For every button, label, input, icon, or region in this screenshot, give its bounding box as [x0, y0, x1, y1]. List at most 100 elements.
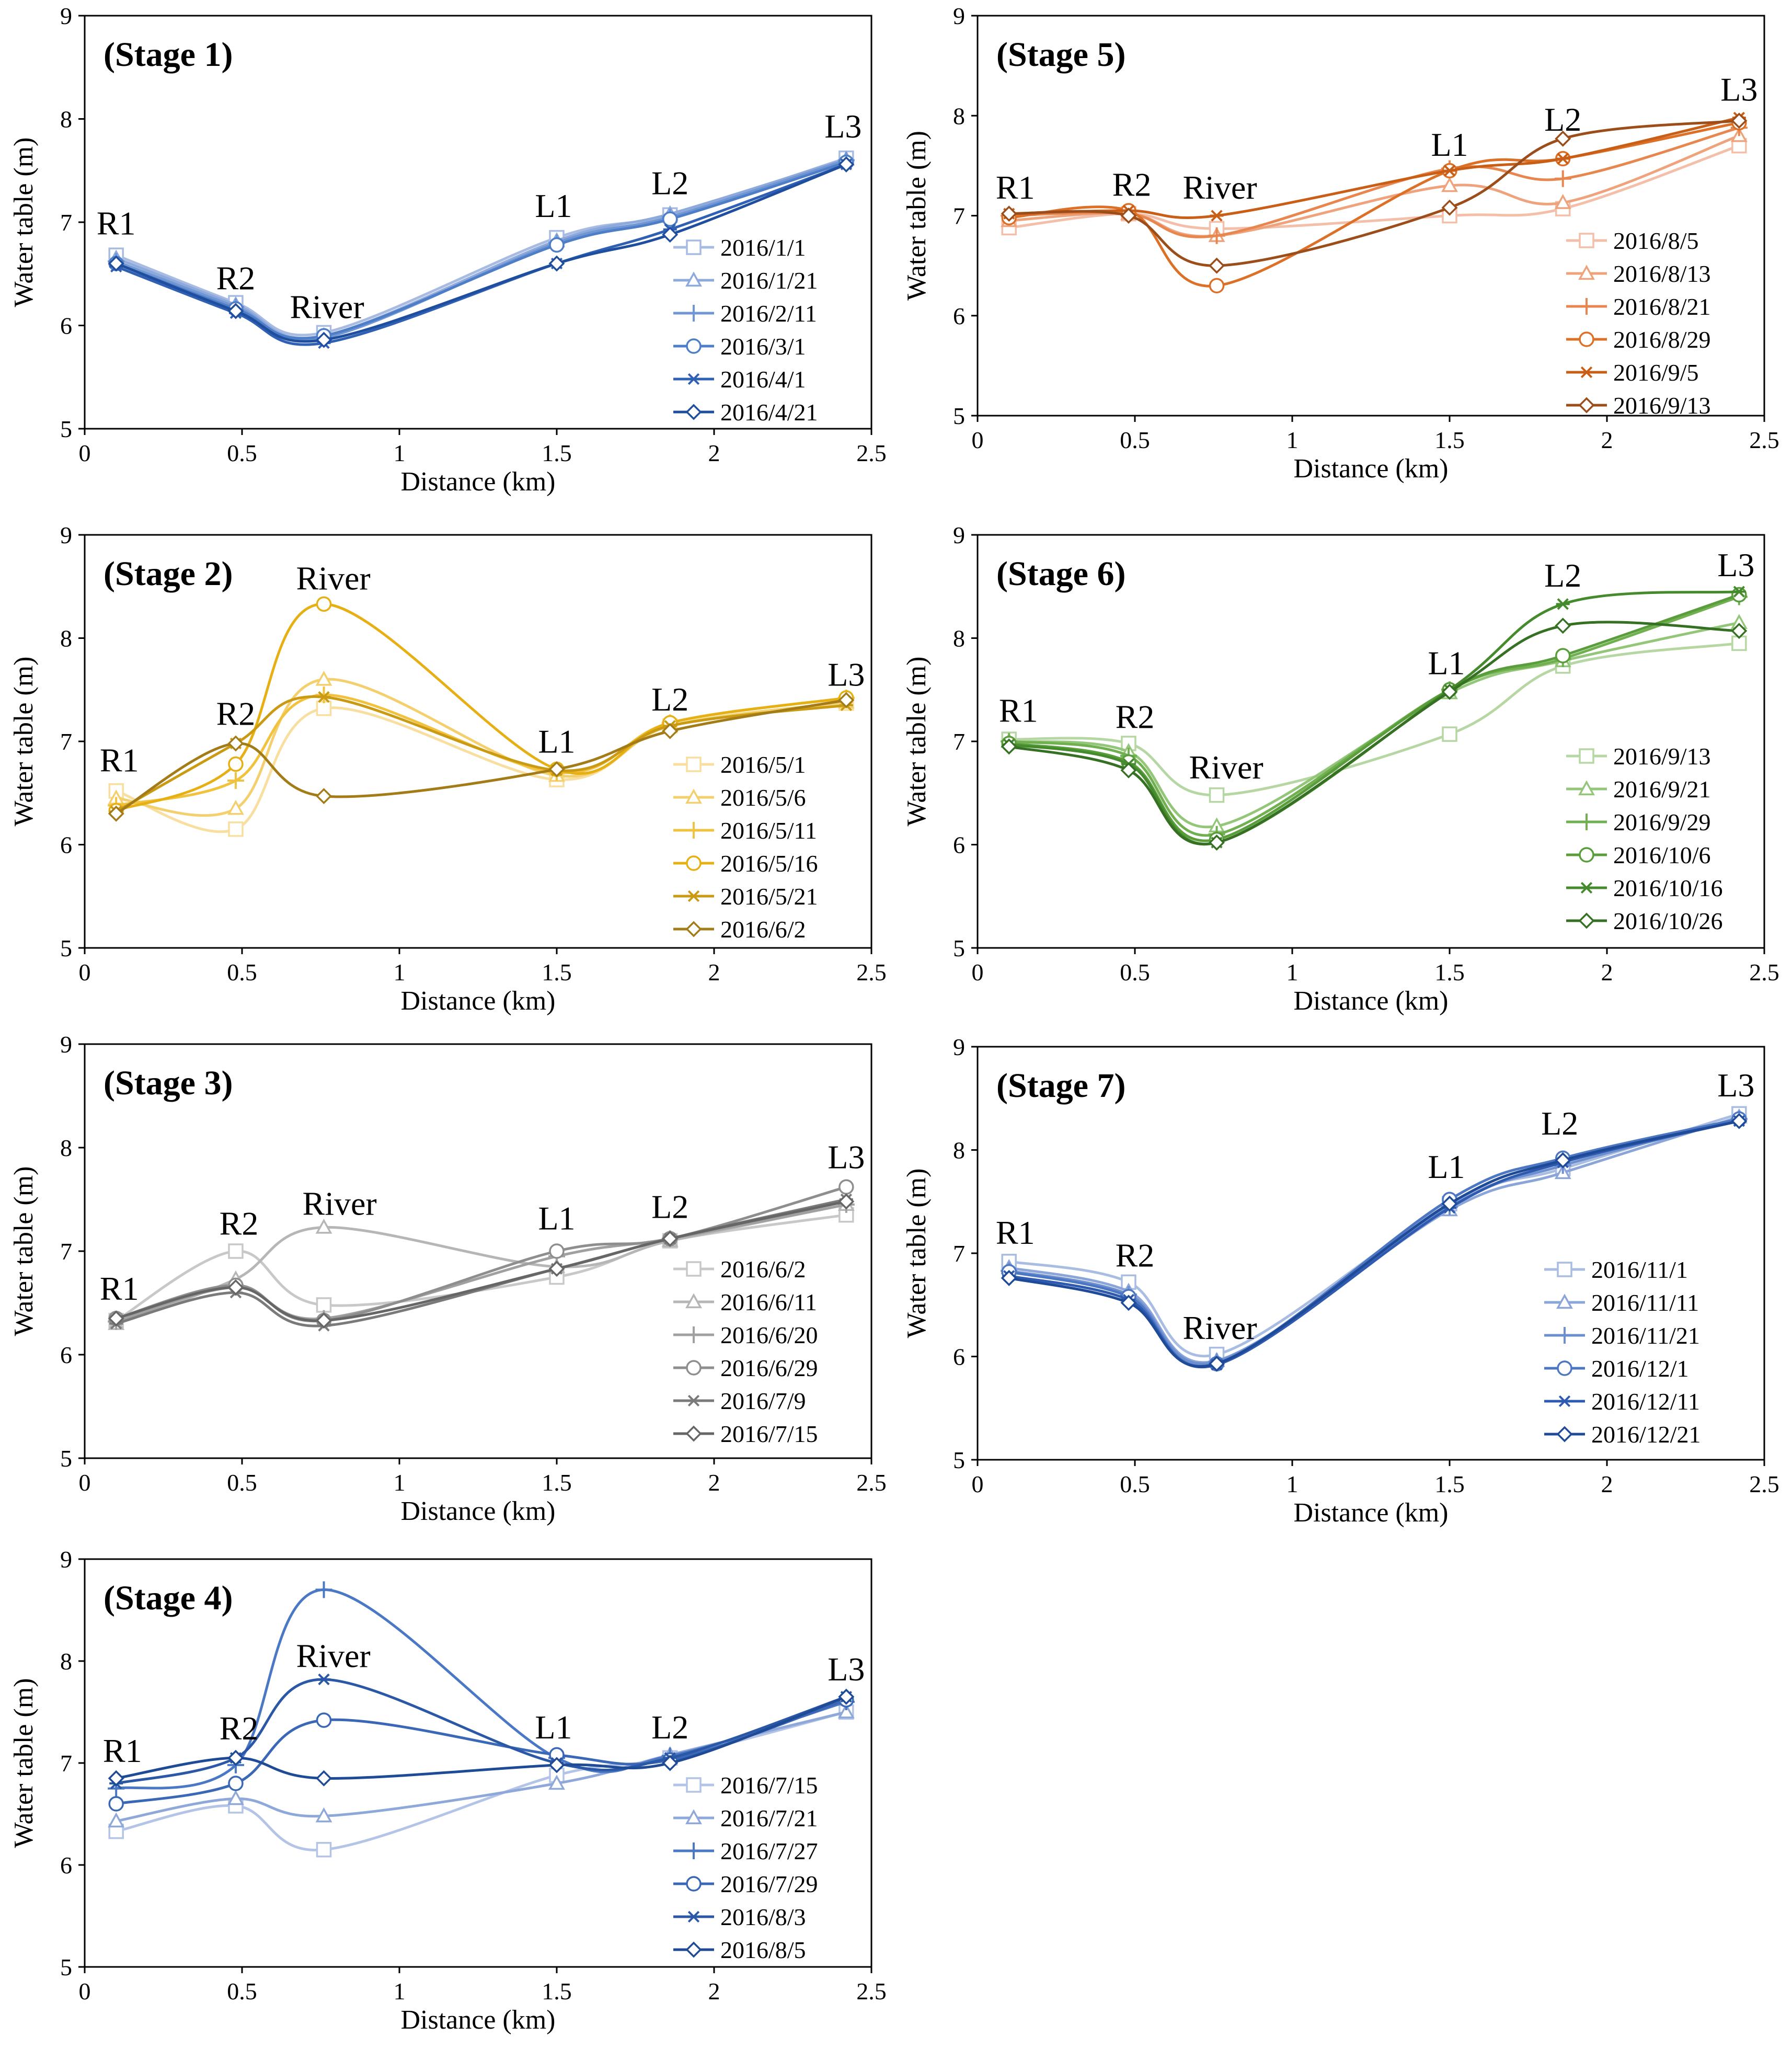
data-point — [108, 805, 124, 822]
y-tick-label: 9 — [60, 1546, 72, 1573]
legend-marker — [685, 305, 702, 322]
location-label-l2: L2 — [1541, 1105, 1578, 1142]
y-tick-label: 8 — [60, 1135, 72, 1161]
data-point — [1731, 587, 1747, 603]
y-tick-label: 6 — [60, 832, 72, 858]
x-tick-label: 1 — [1286, 427, 1299, 453]
y-tick-label: 9 — [953, 3, 965, 29]
data-point — [662, 1755, 679, 1771]
legend-marker — [687, 890, 700, 902]
x-axis-title: Distance (km) — [400, 467, 555, 497]
legend-entry: 2016/6/2 — [720, 916, 806, 943]
data-point — [549, 1243, 565, 1259]
x-tick-label: 0 — [79, 1978, 91, 2005]
x-tick-label: 2.5 — [856, 1978, 887, 2005]
x-tick-label: 2 — [708, 1978, 720, 2005]
x-tick-label: 1 — [1286, 1471, 1299, 1497]
legend-marker — [686, 338, 702, 354]
location-label-r2: R2 — [1116, 1237, 1155, 1274]
stage-title: (Stage 6) — [996, 555, 1125, 593]
location-label-l3: L3 — [828, 1139, 865, 1176]
location-label-l2: L2 — [1544, 101, 1581, 138]
location-label-r1: R1 — [97, 205, 136, 242]
location-label-r1: R1 — [999, 692, 1038, 729]
legend-marker — [1578, 265, 1595, 280]
legend-marker — [686, 239, 702, 255]
legend-entry: 2016/4/21 — [720, 399, 818, 426]
data-point — [1731, 623, 1748, 639]
y-tick-label: 9 — [953, 1034, 965, 1060]
data-point — [838, 692, 855, 708]
x-tick-label: 2 — [708, 440, 720, 466]
data-point — [317, 1673, 331, 1686]
legend-entry: 2016/9/5 — [1613, 359, 1699, 386]
data-point — [1001, 205, 1017, 222]
data-point — [1210, 210, 1224, 222]
legend-entry: 2016/8/3 — [720, 1904, 806, 1930]
legend-entry: 2016/5/21 — [720, 883, 818, 910]
x-tick-label: 0 — [79, 959, 91, 986]
data-point — [108, 1770, 124, 1787]
legend-entry: 2016/5/1 — [720, 751, 806, 778]
legend-marker — [686, 1261, 702, 1277]
series-line — [115, 699, 847, 815]
stage-1-chart: 0 0.5 1 1.5 2 2.5 5 6 7 8 9 Distance (km) Water tabl… — [9, 3, 887, 497]
data-point — [1555, 1152, 1571, 1169]
location-label-r1: R1 — [103, 1732, 142, 1769]
legend-marker — [1580, 366, 1593, 379]
data-point — [1209, 257, 1225, 274]
y-axis-title: Water table (m) — [902, 131, 932, 301]
data-point — [316, 596, 332, 612]
x-tick-label: 2.5 — [1749, 1471, 1779, 1497]
y-axis-title: Water table (m) — [902, 1169, 932, 1338]
y-tick-label: 8 — [60, 1648, 72, 1675]
location-label-river: River — [303, 1185, 377, 1222]
data-point — [108, 1310, 124, 1327]
data-point — [1555, 617, 1571, 634]
location-label-l1: L1 — [535, 187, 572, 224]
legend-marker — [686, 757, 702, 772]
legend: 2016/6/2 2016/6/11 2016/6/20 2016/6/29 2016/… — [673, 1256, 818, 1447]
data-point — [228, 1776, 244, 1791]
y-tick-label: 7 — [953, 203, 965, 230]
legend-marker — [1578, 298, 1595, 315]
legend-entry: 2016/7/27 — [720, 1838, 818, 1864]
x-tick-label: 0 — [972, 1471, 984, 1497]
location-label-river: River — [1182, 169, 1257, 206]
location-label-river: River — [290, 289, 364, 326]
data-point — [228, 1243, 244, 1259]
legend-marker — [1579, 847, 1594, 863]
legend-marker — [685, 1425, 702, 1442]
data-point — [1120, 1295, 1137, 1311]
data-point — [548, 1757, 565, 1773]
legend-marker — [1579, 331, 1594, 347]
legend-marker — [685, 822, 702, 839]
data-point — [662, 1230, 679, 1247]
data-point — [227, 303, 244, 319]
data-point — [1731, 112, 1748, 129]
data-point — [1556, 598, 1570, 610]
legend-marker — [686, 1876, 702, 1892]
legend-entry: 2016/3/1 — [720, 333, 806, 360]
y-axis-title: Water table (m) — [9, 657, 39, 827]
data-point — [1001, 738, 1017, 755]
x-tick-label: 2 — [1601, 1471, 1613, 1497]
location-label-l3: L3 — [828, 656, 865, 693]
stage-2-chart: 0 0.5 1 1.5 2 2.5 5 6 7 8 9 Distance (km) Water tabl… — [9, 522, 887, 1016]
legend-marker — [1556, 1327, 1573, 1344]
location-label-l1: L1 — [538, 1199, 575, 1237]
data-point — [227, 772, 244, 789]
x-tick-label: 0 — [972, 427, 984, 453]
x-tick-label: 1 — [394, 959, 406, 986]
data-point — [228, 821, 244, 837]
location-label-r1: R1 — [100, 741, 139, 779]
series-2016-9-29 — [1001, 588, 1748, 843]
data-point — [1209, 1355, 1225, 1372]
legend-marker — [687, 373, 700, 385]
y-tick-label: 5 — [953, 403, 965, 429]
legend-marker — [1579, 748, 1594, 764]
location-label-river: River — [296, 560, 370, 597]
legend-entry: 2016/11/11 — [1591, 1289, 1699, 1316]
y-axis-title: Water table (m) — [9, 138, 39, 307]
legend-entry: 2016/5/11 — [720, 817, 817, 844]
